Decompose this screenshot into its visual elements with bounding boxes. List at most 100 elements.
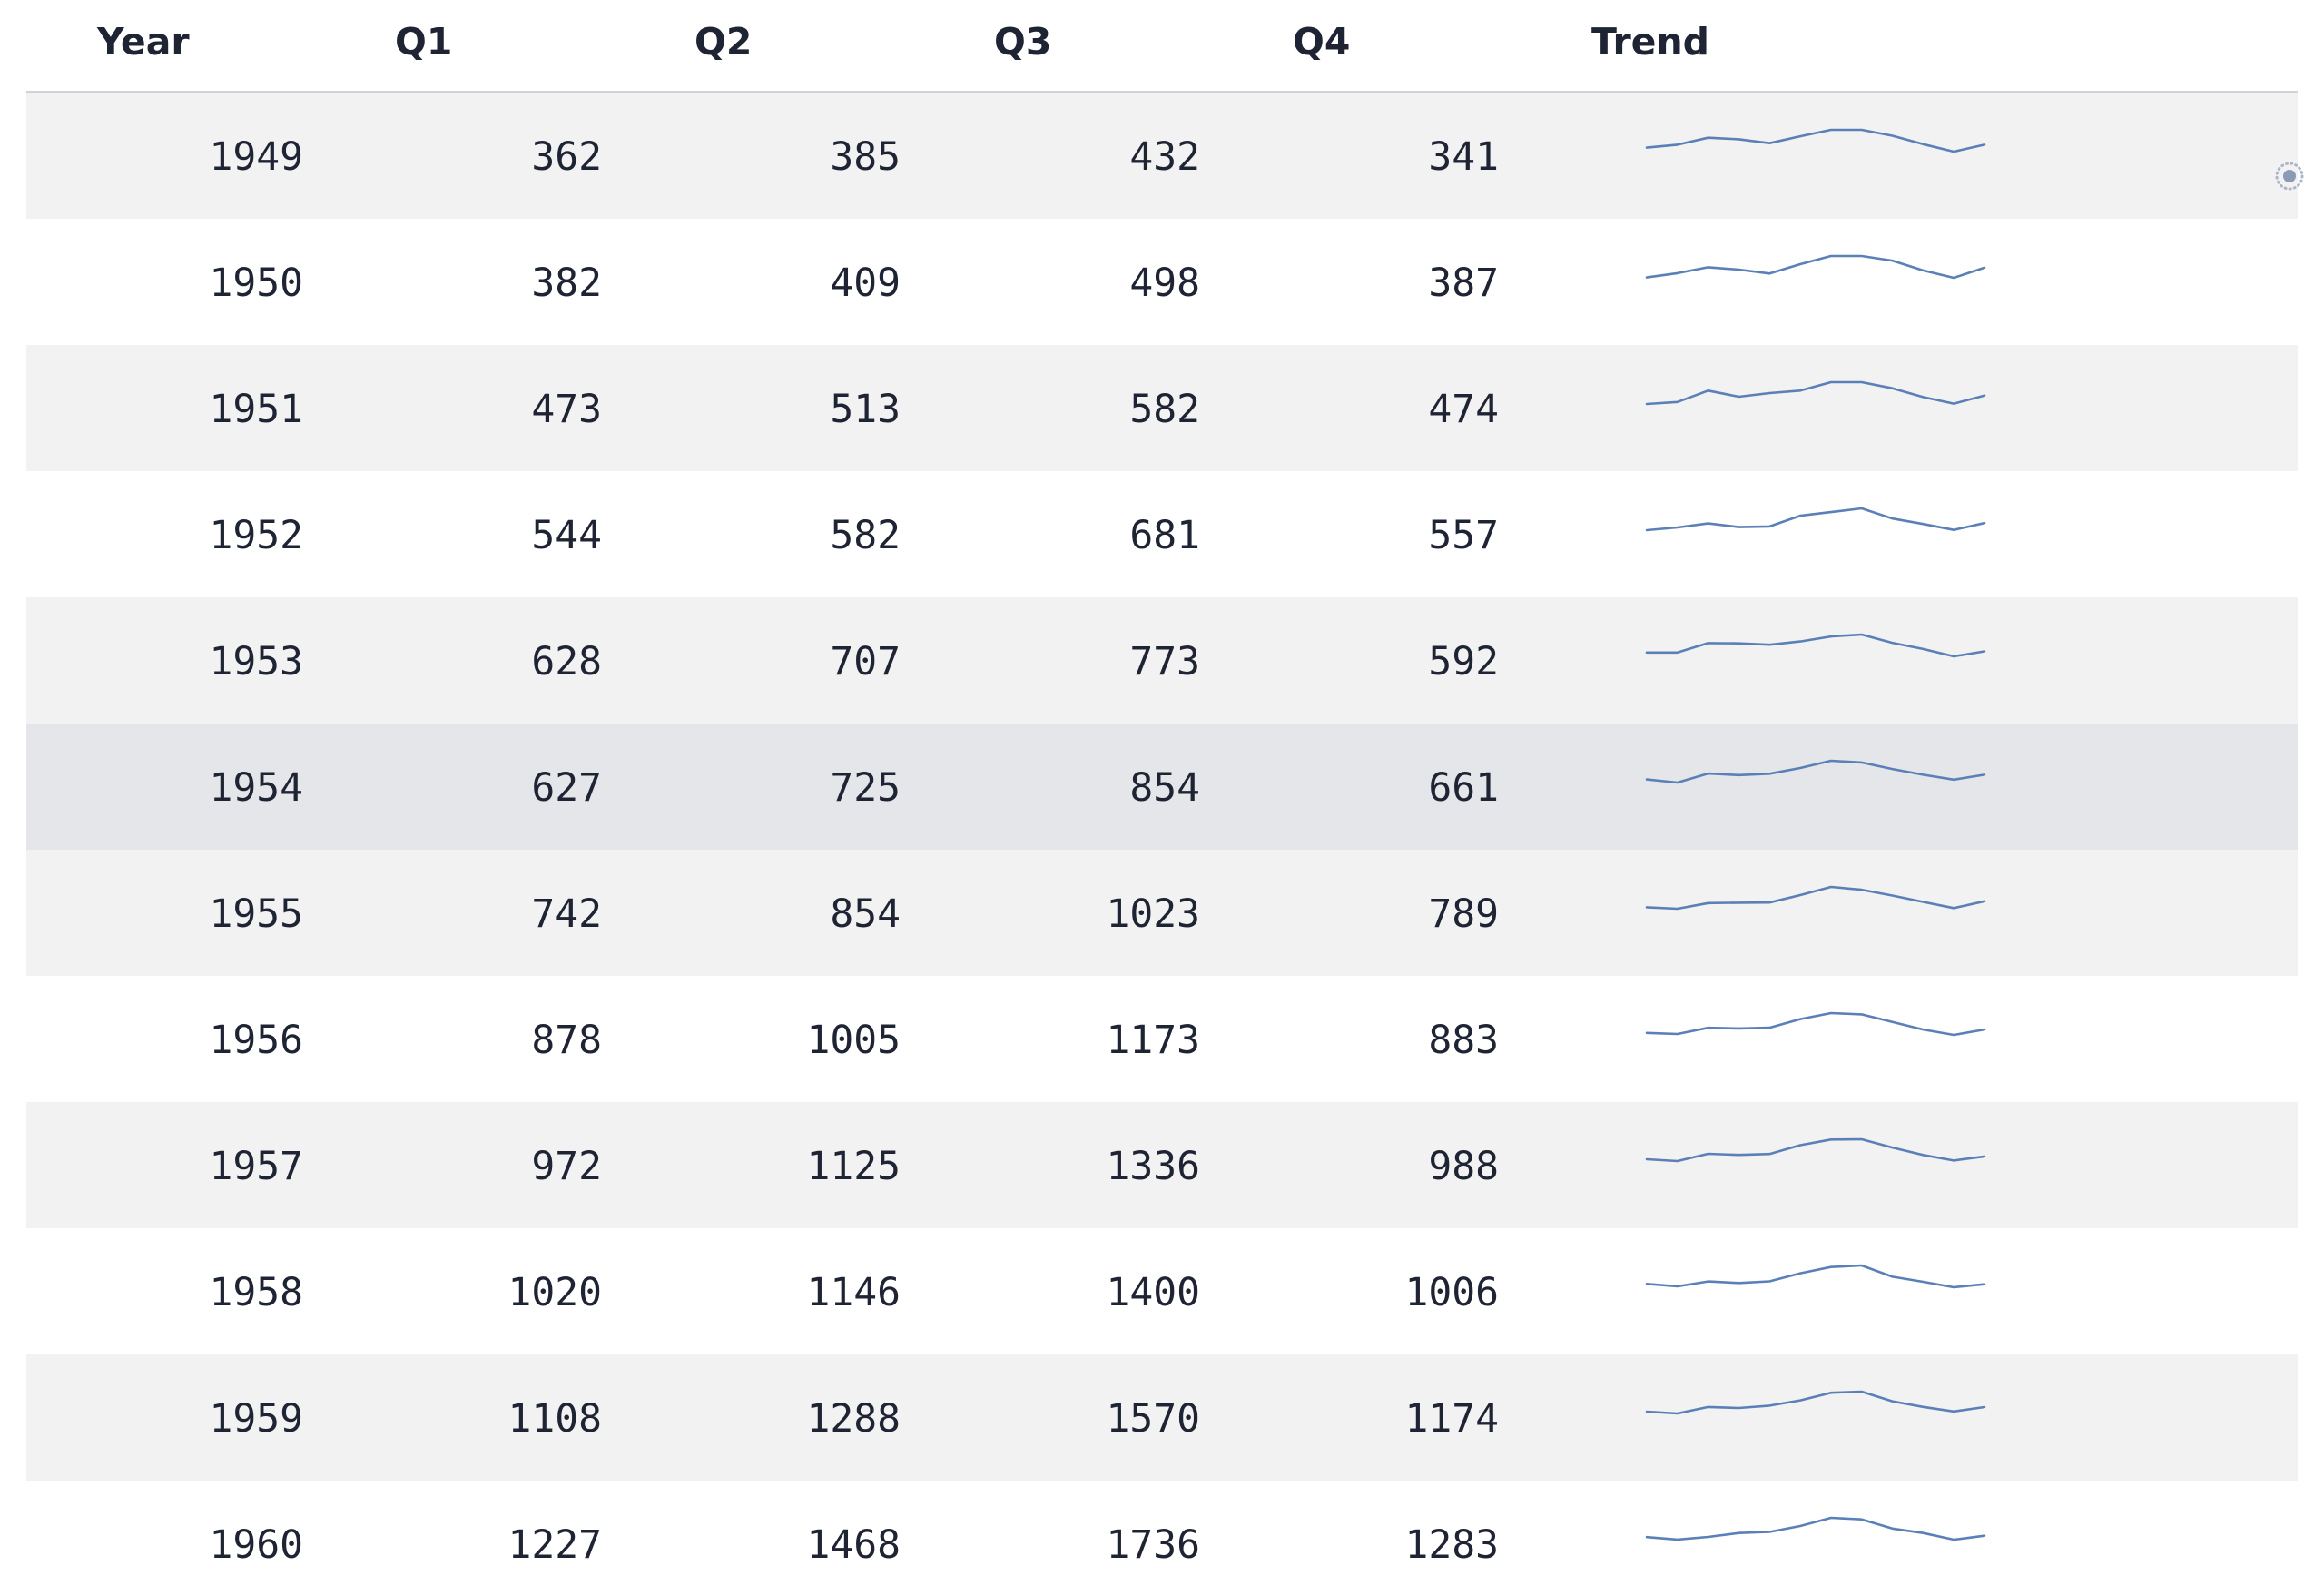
table-row[interactable]: 1960 1227 1468 1736 1283 [26,1481,2298,1585]
cell-q2: 582 [830,513,901,558]
table-row[interactable]: 1959 1108 1288 1570 1174 [26,1354,2298,1481]
cell-year: 1954 [209,765,303,811]
cell-q3: 582 [1129,387,1200,432]
trend-line [1645,128,1986,153]
table-row[interactable]: 1955 742 854 1023 789 [26,850,2298,976]
cell-q1: 1020 [507,1270,602,1315]
cell-q3: 681 [1129,513,1200,558]
table-row[interactable]: 1957 972 1125 1336 988 [26,1102,2298,1228]
trend-sparkline [1645,254,1986,280]
cell-q4: 387 [1428,261,1499,306]
cell-q3: 1570 [1106,1396,1200,1442]
column-header-trend[interactable]: Trend [1591,20,1710,64]
cell-q2: 1005 [806,1018,901,1063]
cell-q3: 1336 [1106,1144,1200,1189]
trend-sparkline [1645,885,1986,911]
cell-q2: 1288 [806,1396,901,1442]
cell-year: 1959 [209,1396,303,1442]
trend-sparkline [1645,1390,1986,1415]
table-header: Year Q1 Q2 Q3 Q4 Trend [26,0,2298,93]
cell-q2: 854 [830,891,901,937]
trend-line [1645,1011,1986,1037]
trend-sparkline [1645,1516,1986,1541]
cell-q3: 854 [1129,765,1200,811]
cell-q3: 1023 [1106,891,1200,937]
trend-sparkline [1645,633,1986,658]
table-row[interactable]: 1949 362 385 432 341 [26,93,2298,219]
cell-q3: 432 [1129,134,1200,180]
cell-q4: 883 [1428,1018,1499,1063]
cell-year: 1955 [209,891,303,937]
settings-icon[interactable] [2273,160,2306,192]
trend-line [1645,759,1986,784]
table-row[interactable]: 1954 627 725 854 661 [26,724,2298,850]
cell-q4: 661 [1428,765,1499,811]
cell-q4: 592 [1428,639,1499,684]
column-header-q4[interactable]: Q4 [1293,20,1351,64]
cell-year: 1956 [209,1018,303,1063]
trend-line [1645,254,1986,280]
trend-sparkline [1645,759,1986,784]
cell-year: 1951 [209,387,303,432]
trend-sparkline [1645,1011,1986,1037]
cell-q3: 1736 [1106,1522,1200,1568]
trend-sparkline [1645,507,1986,532]
table-row[interactable]: 1951 473 513 582 474 [26,345,2298,471]
cell-q4: 474 [1428,387,1499,432]
cell-year: 1960 [209,1522,303,1568]
trend-line [1645,1516,1986,1541]
cell-q1: 362 [531,134,602,180]
cell-year: 1953 [209,639,303,684]
cell-q2: 707 [830,639,901,684]
table-row[interactable]: 1958 1020 1146 1400 1006 [26,1228,2298,1354]
column-header-q2[interactable]: Q2 [694,20,753,64]
trend-line [1645,1264,1986,1289]
cell-q1: 627 [531,765,602,811]
table-row[interactable]: 1950 382 409 498 387 [26,219,2298,345]
cell-q1: 1227 [507,1522,602,1568]
cell-year: 1950 [209,261,303,306]
cell-q1: 878 [531,1018,602,1063]
cell-q1: 544 [531,513,602,558]
cell-q2: 409 [830,261,901,306]
cell-q1: 1108 [507,1396,602,1442]
cell-year: 1949 [209,134,303,180]
cell-q1: 742 [531,891,602,937]
data-table: Year Q1 Q2 Q3 Q4 Trend 1949 362 385 432 341 1… [26,0,2298,1585]
cell-q4: 557 [1428,513,1499,558]
cell-q1: 972 [531,1144,602,1189]
column-header-q3[interactable]: Q3 [994,20,1052,64]
cell-q2: 1468 [806,1522,901,1568]
trend-line [1645,507,1986,532]
column-header-year[interactable]: Year [97,20,190,64]
cell-q3: 773 [1129,639,1200,684]
cell-q2: 1146 [806,1270,901,1315]
table-row[interactable]: 1956 878 1005 1173 883 [26,976,2298,1102]
cell-q1: 628 [531,639,602,684]
table-row[interactable]: 1952 544 582 681 557 [26,471,2298,597]
cell-q1: 473 [531,387,602,432]
cell-q3: 498 [1129,261,1200,306]
trend-line [1645,1137,1986,1163]
cell-q2: 725 [830,765,901,811]
column-header-q1[interactable]: Q1 [395,20,453,64]
cell-year: 1958 [209,1270,303,1315]
trend-sparkline [1645,380,1986,406]
cell-q4: 1283 [1404,1522,1499,1568]
table-body: 1949 362 385 432 341 1950 382 409 498 387 1951 473 5… [26,93,2298,1585]
trend-sparkline [1645,1264,1986,1289]
cell-q1: 382 [531,261,602,306]
cell-q3: 1400 [1106,1270,1200,1315]
cell-year: 1952 [209,513,303,558]
cell-q4: 1006 [1404,1270,1499,1315]
cell-q2: 385 [830,134,901,180]
cell-q4: 1174 [1404,1396,1499,1442]
cell-q2: 513 [830,387,901,432]
cell-q2: 1125 [806,1144,901,1189]
table-row[interactable]: 1953 628 707 773 592 [26,597,2298,724]
trend-line [1645,885,1986,911]
cell-year: 1957 [209,1144,303,1189]
cell-q4: 341 [1428,134,1499,180]
cell-q4: 988 [1428,1144,1499,1189]
trend-line [1645,1390,1986,1415]
